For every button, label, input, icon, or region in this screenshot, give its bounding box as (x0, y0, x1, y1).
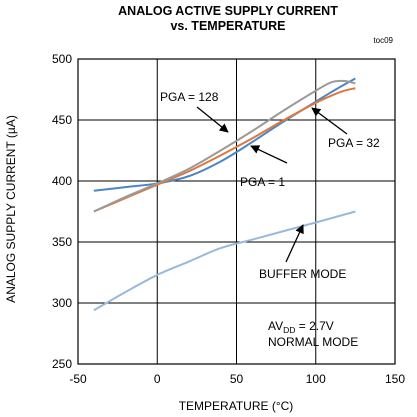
annotation-buffer-mode: BUFFER MODE (259, 267, 346, 281)
y-tick-label: 400 (52, 174, 72, 188)
y-tick-label: 250 (52, 357, 72, 371)
x-tick-label: -50 (69, 372, 87, 386)
series-line-pga-32 (93, 87, 356, 213)
x-tick-label: 150 (385, 372, 405, 386)
grid (77, 58, 396, 365)
series-line-pga-128 (93, 79, 356, 213)
annotation-avdd-rest: = 2.7V (295, 319, 333, 333)
annotation-arrows (196, 106, 348, 263)
annotation-pga1: PGA = 1 (240, 175, 285, 189)
chart-title-line1: ANALOG ACTIVE SUPPLY CURRENT (118, 4, 338, 18)
series-line-pga-1 (93, 77, 356, 192)
arrow-pga1 (250, 145, 288, 164)
x-tick-label: 50 (230, 372, 244, 386)
ticks: -50 0 50 100 150 250 300 350 400 450 500 (52, 52, 405, 386)
arrow-pga128 (196, 106, 229, 133)
annotation-avdd: AVDD = 2.7V (268, 319, 334, 335)
x-tick-label: 100 (306, 372, 326, 386)
y-tick-label: 300 (52, 296, 72, 310)
y-tick-label: 500 (52, 52, 72, 66)
arrow-pga32 (311, 107, 348, 135)
arrow-buffer-mode (285, 224, 304, 263)
chart-title-line2: vs. TEMPERATURE (170, 19, 285, 33)
x-tick-label: 0 (154, 372, 161, 386)
y-axis-label: ANALOG SUPPLY CURRENT (µA) (4, 115, 18, 303)
x-axis-label: TEMPERATURE (°C) (179, 399, 294, 413)
figure-id: toc09 (373, 36, 393, 45)
annotation-avdd-main: AV (268, 319, 283, 333)
annotation-normal-mode: NORMAL MODE (268, 335, 358, 349)
annotation-pga128: PGA = 128 (160, 90, 219, 104)
plot-frame (77, 58, 396, 365)
y-tick-label: 450 (52, 113, 72, 127)
y-tick-label: 350 (52, 235, 72, 249)
series-group (93, 77, 356, 312)
annotation-pga32: PGA = 32 (328, 136, 380, 150)
series-line-buffer-mode (93, 210, 356, 312)
annotation-avdd-sub: DD (283, 325, 295, 335)
